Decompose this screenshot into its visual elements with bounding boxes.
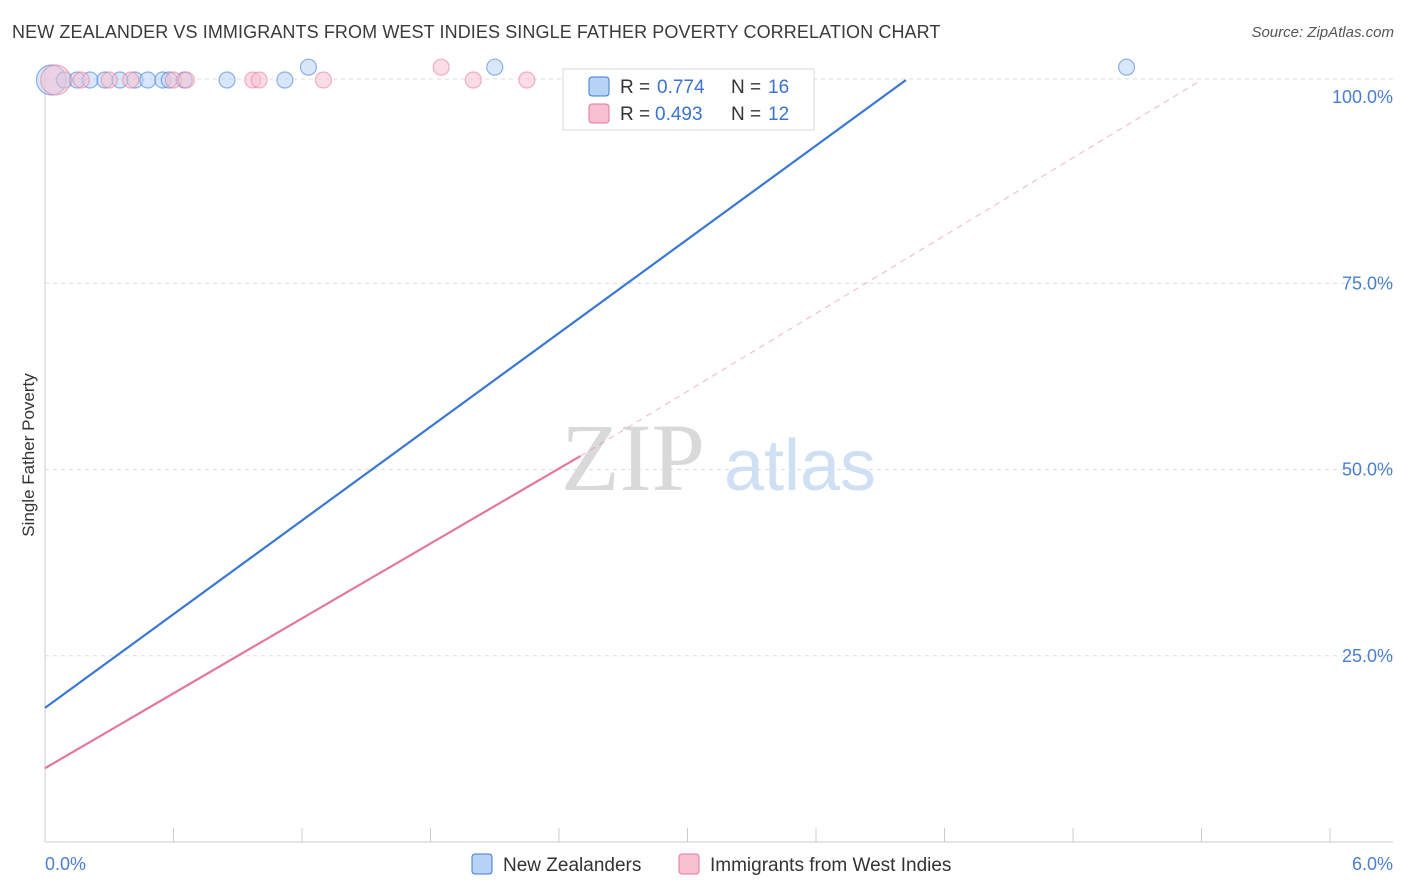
data-point-west-indies-5 (177, 71, 195, 89)
series-legend-swatch-west-indies (678, 853, 700, 875)
trend-extension-west-indies (580, 79, 1202, 457)
data-point-new-zealanders-12 (276, 71, 294, 89)
stats-n-label-pink: N = (731, 104, 761, 125)
data-point-west-indies-0 (40, 64, 72, 96)
stats-r-value-blue: 0.774 (657, 77, 705, 98)
stats-legend-swatch-blue (588, 76, 610, 97)
stats-r-label-blue: R = (620, 77, 650, 98)
data-point-west-indies-8 (314, 71, 333, 89)
stats-legend-swatch-pink (588, 103, 610, 124)
axis-layer: 25.0% 50.0% 75.0% 100.0% 0.0% 6.0% (44, 66, 1393, 874)
points-layer (35, 58, 1136, 96)
series-legend-label-west-indies: Immigrants from West Indies (710, 855, 951, 876)
data-point-west-indies-9 (432, 58, 450, 76)
data-point-new-zealanders-15 (1117, 58, 1136, 76)
stats-legend: R = 0.774 N = 16 R = 0.493 N = 12 (562, 68, 815, 131)
watermark-atlas: atlas (724, 426, 876, 506)
data-point-new-zealanders-13 (299, 58, 318, 76)
stats-n-value-blue: 16 (768, 77, 789, 98)
series-legend-label-new-zealanders: New Zealanders (503, 855, 641, 876)
data-point-west-indies-3 (122, 71, 140, 89)
data-point-new-zealanders-7 (139, 71, 157, 89)
trend-line-new-zealanders (44, 79, 907, 709)
stats-n-value-pink: 12 (768, 104, 789, 125)
y-tick-label-100: 100.0% (1332, 87, 1393, 107)
y-tick-label-75: 75.0% (1342, 273, 1393, 293)
data-point-west-indies-2 (100, 71, 118, 89)
watermark-zip: ZIP (561, 404, 705, 511)
y-tick-label-50: 50.0% (1342, 460, 1393, 480)
watermark: ZIP atlas (561, 404, 876, 511)
data-point-west-indies-10 (464, 71, 482, 89)
data-point-west-indies-1 (72, 71, 91, 89)
stats-r-value-pink: 0.493 (655, 104, 703, 125)
chart-title: NEW ZEALANDER VS IMMIGRANTS FROM WEST IN… (12, 22, 941, 42)
grid-layer (45, 78, 1393, 657)
data-point-new-zealanders-14 (486, 58, 504, 76)
series-legend: New Zealanders Immigrants from West Indi… (471, 853, 951, 876)
y-tick-label-25: 25.0% (1342, 646, 1393, 666)
trend-layer (44, 79, 1202, 770)
series-legend-swatch-new-zealanders (471, 853, 493, 875)
x-tick-label-min: 0.0% (45, 854, 86, 874)
trend-line-west-indies (44, 455, 581, 770)
data-point-west-indies-11 (518, 71, 536, 89)
stats-n-label-blue: N = (731, 77, 761, 98)
chart-source: Source: ZipAtlas.com (1251, 24, 1394, 41)
stats-r-label-pink: R = (620, 104, 650, 125)
x-tick-label-max: 6.0% (1352, 854, 1393, 874)
y-axis-title: Single Father Poverty (19, 373, 38, 537)
data-point-west-indies-7 (250, 71, 268, 89)
data-point-new-zealanders-11 (218, 71, 236, 89)
